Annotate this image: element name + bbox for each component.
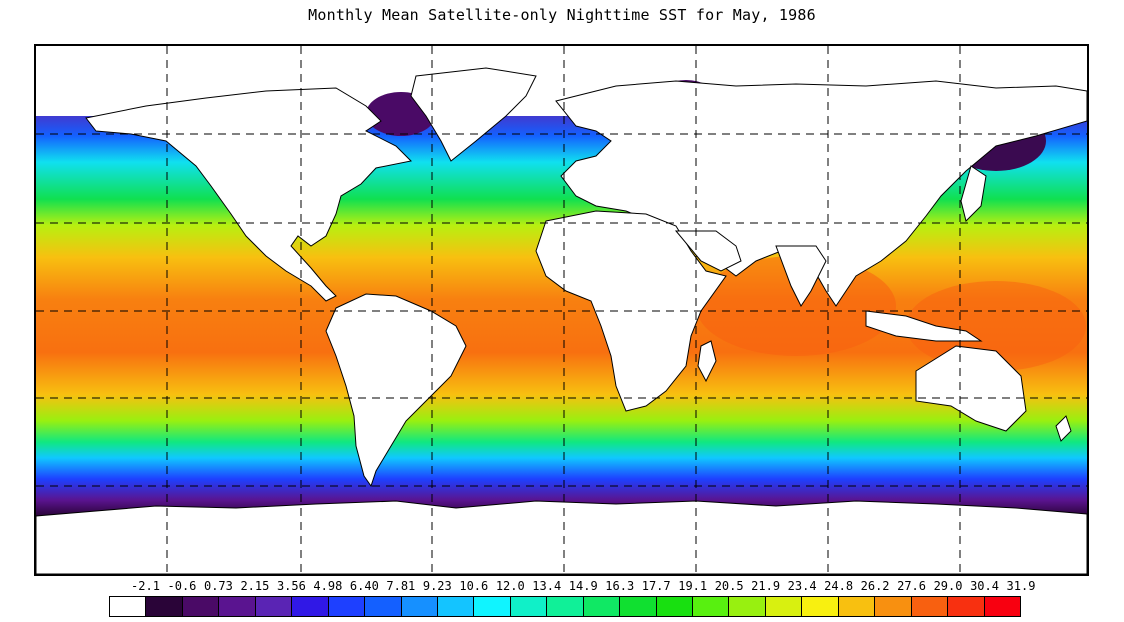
colorbar-tick-label: 12.0 bbox=[495, 579, 525, 593]
map-title: Monthly Mean Satellite-only Nighttime SS… bbox=[308, 6, 816, 24]
sst-map-canvas bbox=[36, 46, 1087, 574]
colorbar-swatch bbox=[838, 597, 876, 616]
colorbar-tick-label: 27.6 bbox=[897, 579, 926, 593]
colorbar-tick-label: 26.2 bbox=[860, 579, 890, 593]
colorbar-swatch bbox=[547, 597, 584, 616]
colorbar bbox=[109, 596, 1021, 617]
colorbar-tick-label: 9.23 bbox=[422, 579, 452, 593]
colorbar-tick-label: 13.4 bbox=[532, 579, 562, 593]
land-arabia bbox=[674, 230, 742, 272]
colorbar-tick-label: 31.9 bbox=[1006, 579, 1036, 593]
colorbar-swatch bbox=[948, 597, 985, 616]
land-new-zealand bbox=[1055, 415, 1072, 442]
colorbar-swatch bbox=[328, 597, 366, 616]
land-antarctica bbox=[36, 500, 1087, 574]
graticule bbox=[36, 46, 1087, 574]
land-australia bbox=[915, 345, 1027, 432]
colorbar-tick-label: 2.15 bbox=[240, 579, 270, 593]
colorbar-tick-label: 24.8 bbox=[824, 579, 854, 593]
colorbar-tick-label: 16.3 bbox=[605, 579, 635, 593]
colorbar-swatch bbox=[911, 597, 949, 616]
colorbar-tick-label: 7.81 bbox=[386, 579, 416, 593]
colorbar-tick-label: 20.5 bbox=[714, 579, 744, 593]
colorbar-tick-label: 0.73 bbox=[203, 579, 233, 593]
colorbar-swatch bbox=[182, 597, 220, 616]
colorbar-tick-label: 4.98 bbox=[313, 579, 343, 593]
colorbar-swatch bbox=[255, 597, 293, 616]
colorbar-swatch bbox=[110, 597, 147, 616]
colorbar-swatch bbox=[365, 597, 402, 616]
colorbar-tick-label: 30.4 bbox=[970, 579, 999, 593]
colorbar-swatch bbox=[474, 597, 511, 616]
warm-pool-pacific bbox=[906, 281, 1086, 371]
colorbar-swatch bbox=[510, 597, 548, 616]
colorbar-swatch bbox=[401, 597, 438, 616]
colorbar-tick-label: 10.6 bbox=[459, 579, 489, 593]
colorbar-swatch bbox=[146, 597, 183, 616]
colorbar-labels: -2.1 -0.6 0.73 2.15 3.56 4.98 6.40 7.81 9.23 10.6… bbox=[92, 579, 1052, 595]
colorbar-tick-label: 3.56 bbox=[276, 579, 306, 593]
colorbar-swatch bbox=[984, 597, 1020, 616]
colorbar-swatch bbox=[693, 597, 730, 616]
colorbar-tick-label: -0.6 bbox=[167, 579, 197, 593]
land-india bbox=[775, 245, 827, 307]
colorbar-swatch bbox=[656, 597, 693, 616]
colorbar-tick-label: 21.9 bbox=[751, 579, 781, 593]
land-eurasia bbox=[555, 80, 1087, 307]
colorbar-tick-label: 17.7 bbox=[641, 579, 671, 593]
colorbar-swatch bbox=[765, 597, 803, 616]
land-madagascar bbox=[697, 340, 717, 383]
colorbar-swatch bbox=[620, 597, 657, 616]
colorbar-tick-label: -2.1 bbox=[131, 579, 160, 593]
colorbar-swatch bbox=[219, 597, 256, 616]
land-indonesia bbox=[865, 310, 983, 342]
colorbar-tick-label: 19.1 bbox=[678, 579, 708, 593]
colorbar-tick-label: 6.40 bbox=[349, 579, 379, 593]
land-greenland bbox=[410, 67, 537, 162]
sst-map bbox=[34, 44, 1089, 576]
colorbar-swatch bbox=[437, 597, 475, 616]
colorbar-swatch bbox=[802, 597, 839, 616]
colorbar-swatch bbox=[292, 597, 329, 616]
colorbar-tick-label: 14.9 bbox=[568, 579, 598, 593]
colorbar-swatch bbox=[875, 597, 912, 616]
colorbar-tick-label: 23.4 bbox=[787, 579, 817, 593]
land-north-america bbox=[85, 87, 413, 302]
colorbar-swatch bbox=[729, 597, 766, 616]
land-japan bbox=[960, 165, 987, 222]
colorbar-swatch bbox=[583, 597, 621, 616]
colorbar-tick-label: 29.0 bbox=[933, 579, 963, 593]
